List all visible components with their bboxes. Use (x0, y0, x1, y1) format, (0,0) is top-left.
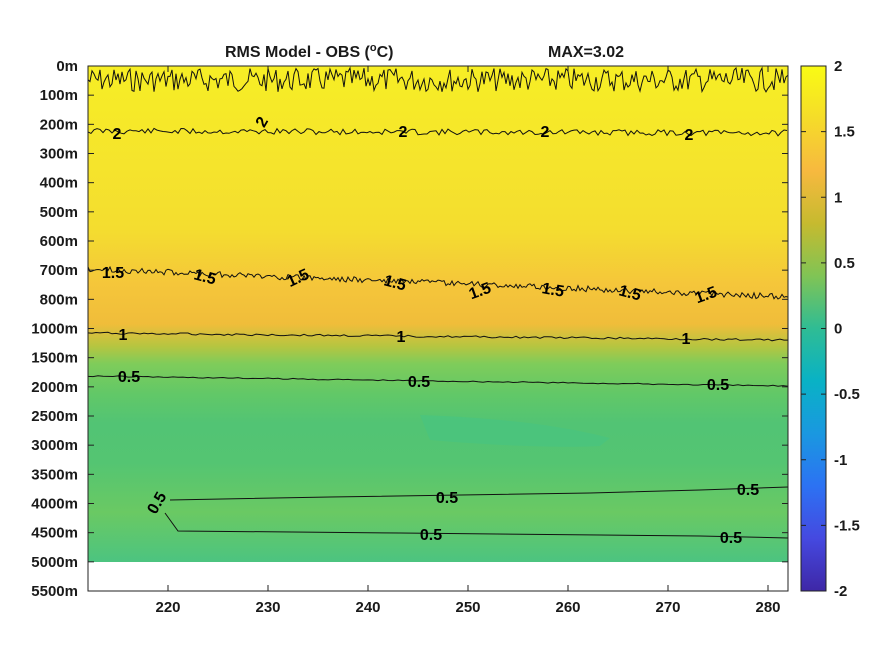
y-tick-label: 3500m (31, 466, 78, 483)
contour-lines (88, 66, 788, 539)
y-axis: 0m 100m 200m 300m 400m 500m 600m 700m 800m 1000m 1… (31, 58, 788, 600)
y-tick-label: 4500m (31, 525, 78, 542)
contour-label: 2 (685, 127, 694, 144)
contour-label: 2 (541, 124, 550, 141)
y-tick-label: 100m (40, 87, 78, 104)
y-tick-label: 1000m (31, 321, 78, 338)
contour-label: 0.5 (707, 377, 729, 394)
deep-teal-patch (420, 415, 610, 447)
y-tick-label: 2500m (31, 408, 78, 425)
contour-label: 1 (682, 331, 691, 348)
colorbar-tick-label: -1 (834, 452, 847, 469)
colorbar-tick-label: 0 (834, 321, 842, 338)
contour-label: 1.5 (693, 284, 720, 308)
contour-label: 1 (397, 329, 406, 346)
colorbar-tick-label: 2 (834, 58, 842, 75)
contour-1-5 (88, 265, 788, 300)
contour-label: 1.5 (382, 272, 408, 294)
colorbar-tick-label: -0.5 (834, 386, 860, 403)
chart-title: RMS Model - OBS (oC) (225, 42, 394, 61)
x-tick-label: 280 (755, 599, 780, 616)
x-tick-label: 230 (255, 599, 280, 616)
contour-label: 1 (119, 327, 128, 344)
max-value-label: MAX=3.02 (548, 44, 624, 61)
y-tick-label: 200m (40, 116, 78, 133)
contour-label: 1.5 (102, 265, 124, 282)
colorbar-tick-label: 0.5 (834, 255, 855, 272)
contour-label: 1.5 (617, 282, 643, 304)
x-tick-label: 270 (655, 599, 680, 616)
y-tick-label: 3000m (31, 437, 78, 454)
contour-label: 1.5 (192, 266, 218, 288)
x-axis: 220 230 240 250 260 270 280 (155, 66, 781, 616)
no-data-region (88, 562, 788, 591)
colorbar-axis: 2 1.5 1 0.5 0 -0.5 -1 -1.5 -2 (801, 58, 860, 600)
contour-label: 0.5 (118, 369, 140, 386)
contour-0-5-upper (88, 375, 788, 387)
y-tick-label: 2000m (31, 379, 78, 396)
colorbar-tick-label: -2 (834, 583, 847, 600)
x-tick-label: 240 (355, 599, 380, 616)
y-tick-label: 1500m (31, 350, 78, 367)
y-tick-label: 600m (40, 233, 78, 250)
x-tick-label: 260 (555, 599, 580, 616)
contour-0-5-deep-upper (169, 486, 788, 501)
plot-area (88, 66, 788, 591)
contour-label: 0.5 (420, 527, 442, 544)
y-tick-label: 500m (40, 204, 78, 221)
contour-label: 1.5 (540, 280, 565, 301)
colorbar-tick-label: 1.5 (834, 124, 855, 141)
contour-label: 0.5 (737, 482, 759, 499)
x-tick-label: 250 (455, 599, 480, 616)
x-tick-label: 220 (155, 599, 180, 616)
field-background (88, 66, 788, 562)
colorbar-tick-label: -1.5 (834, 517, 860, 534)
y-tick-label: 5000m (31, 554, 78, 571)
colorbar-tick-label: 1 (834, 189, 842, 206)
contour-2 (88, 127, 788, 137)
y-tick-label: 700m (40, 262, 78, 279)
contour-label: 2 (399, 124, 408, 141)
contour-label: 2 (113, 126, 122, 143)
y-tick-label: 0m (56, 58, 78, 75)
contour-label: 0.5 (436, 490, 458, 507)
y-tick-label: 300m (40, 146, 78, 163)
y-tick-label: 400m (40, 175, 78, 192)
contour-0-5-deep-lower (164, 512, 788, 539)
contour-label: 1.5 (467, 280, 494, 304)
contour-surface (88, 66, 788, 94)
contour-label: 0.5 (408, 374, 430, 391)
contour-1 (88, 331, 788, 342)
y-tick-label: 5500m (31, 583, 78, 600)
y-tick-label: 800m (40, 291, 78, 308)
contour-label: 0.5 (720, 530, 742, 547)
y-tick-label: 4000m (31, 496, 78, 513)
